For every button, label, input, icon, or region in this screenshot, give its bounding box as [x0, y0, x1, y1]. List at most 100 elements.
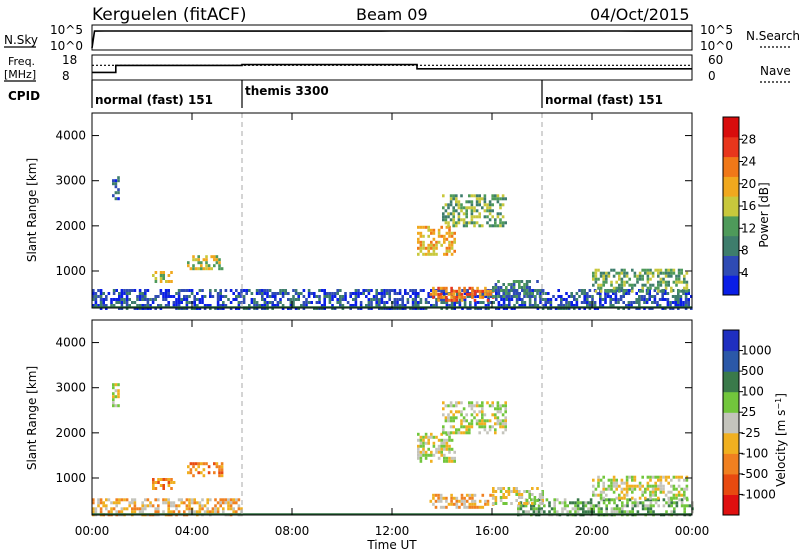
- data-cell: [200, 264, 203, 268]
- data-cell: [354, 304, 358, 307]
- data-cell: [527, 510, 530, 514]
- data-cell: [672, 280, 676, 284]
- data-cell: [213, 264, 216, 268]
- data-cell: [388, 298, 391, 301]
- data-cell: [625, 289, 628, 292]
- data-cell: [625, 478, 629, 482]
- data-cell: [491, 203, 494, 207]
- data-cell: [483, 215, 487, 219]
- data-cell: [512, 487, 516, 490]
- data-cell: [489, 289, 492, 293]
- data-cell: [258, 304, 261, 307]
- data-cell: [167, 295, 170, 298]
- data-cell: [657, 271, 660, 275]
- data-cell: [683, 478, 686, 482]
- data-cell: [491, 404, 494, 408]
- data-cell: [688, 504, 692, 508]
- data-cell: [449, 194, 453, 198]
- data-cell: [610, 510, 614, 514]
- data-cell: [448, 444, 451, 448]
- data-cell: [218, 267, 221, 271]
- data-cell: [258, 292, 261, 295]
- data-cell: [434, 292, 438, 296]
- data-cell: [138, 292, 142, 295]
- data-cell: [489, 493, 492, 497]
- nsearch-tick-top: 10^5: [700, 23, 733, 37]
- data-cell: [455, 505, 459, 509]
- data-cell: [589, 510, 593, 514]
- data-cell: [496, 416, 500, 420]
- data-cell: [445, 298, 448, 302]
- data-cell: [638, 484, 642, 488]
- data-cell: [211, 507, 215, 511]
- data-cell: [486, 499, 490, 503]
- data-cell: [326, 295, 329, 298]
- data-cell: [679, 298, 683, 301]
- data-cell: [675, 496, 678, 500]
- data-cell: [141, 292, 144, 295]
- data-cell: [519, 507, 523, 511]
- data-cell: [141, 304, 144, 307]
- data-cell: [496, 419, 500, 423]
- data-cell: [452, 295, 456, 299]
- data-cell: [512, 295, 516, 298]
- data-cell: [266, 304, 269, 307]
- data-cell: [478, 422, 481, 426]
- data-cell: [463, 502, 466, 506]
- data-cell: [216, 304, 220, 307]
- data-cell: [499, 221, 502, 225]
- data-cell: [177, 292, 181, 295]
- data-cell: [92, 292, 95, 295]
- data-cell: [534, 304, 537, 307]
- data-cell: [141, 507, 144, 511]
- data-cell: [481, 416, 484, 420]
- data-cell: [488, 428, 492, 432]
- data-cell: [125, 295, 129, 298]
- data-cell: [422, 243, 425, 247]
- data-cell: [281, 289, 285, 292]
- data-cell: [159, 280, 163, 283]
- data-cell: [468, 493, 472, 497]
- data-cell: [445, 231, 449, 235]
- data-cell: [462, 416, 466, 420]
- data-cell: [497, 289, 501, 292]
- data-cell: [486, 431, 489, 435]
- data-cell: [641, 490, 644, 494]
- data-cell: [206, 304, 209, 307]
- data-cell: [599, 274, 603, 278]
- data-cell: [638, 277, 642, 281]
- data-cell: [192, 474, 195, 478]
- data-cell: [659, 289, 663, 293]
- data-cell: [504, 197, 507, 201]
- data-cell: [417, 231, 420, 235]
- data-cell: [118, 298, 121, 301]
- data-cell: [496, 422, 500, 426]
- data-cell: [398, 292, 402, 295]
- data-cell: [149, 501, 152, 505]
- data-cell: [504, 401, 507, 405]
- data-cell: [175, 507, 178, 511]
- data-cell: [537, 498, 541, 502]
- data-cell: [445, 438, 449, 442]
- data-cell: [313, 292, 316, 295]
- data-cell: [279, 292, 282, 295]
- data-cell: [170, 271, 173, 274]
- data-cell: [133, 301, 137, 304]
- data-cell: [483, 419, 487, 423]
- data-cell: [685, 484, 689, 488]
- data-cell: [435, 450, 438, 454]
- data-cell: [463, 301, 467, 304]
- data-cell: [508, 298, 511, 301]
- data-cell: [175, 301, 178, 304]
- data-cell: [554, 298, 558, 301]
- data-cell: [638, 298, 641, 301]
- data-cell: [447, 298, 451, 302]
- data-cell: [496, 410, 500, 414]
- data-cell: [484, 292, 487, 296]
- data-cell: [476, 289, 479, 293]
- data-cell: [128, 304, 131, 307]
- data-cell: [491, 425, 494, 429]
- data-cell: [157, 304, 160, 307]
- data-cell: [659, 484, 663, 488]
- data-cell: [136, 295, 139, 298]
